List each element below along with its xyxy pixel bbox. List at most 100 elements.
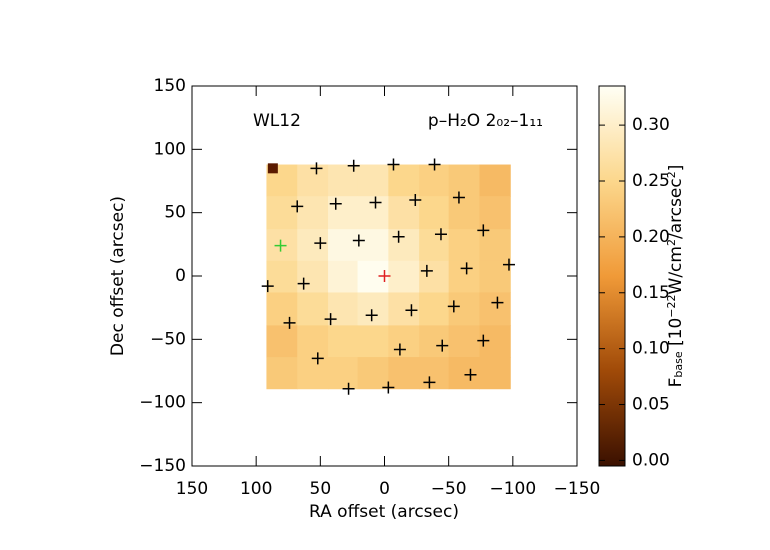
heat-cell <box>479 292 511 326</box>
plus-marker <box>310 162 323 175</box>
colorbar <box>598 85 626 467</box>
plus-marker <box>274 239 287 252</box>
heat-cell <box>479 164 511 197</box>
heat-cell <box>357 325 389 358</box>
colorbar-label: Fbase [10−22W/cm2/arcsec2] <box>665 165 686 388</box>
heat-cell <box>357 260 389 293</box>
heat-cell <box>328 229 359 262</box>
plus-marker <box>352 234 365 247</box>
colorbar-label-part: base <box>672 351 685 377</box>
heat-cell <box>266 325 298 358</box>
plus-marker <box>477 334 490 347</box>
heat-cell <box>479 196 511 230</box>
heat-cell <box>328 357 359 390</box>
colorbar-label-part: 2 <box>665 171 678 178</box>
colorbar-tick-label: 0.15 <box>632 283 670 303</box>
plus-marker <box>393 343 406 356</box>
heat-cell <box>419 292 450 326</box>
y-tick-label: 100 <box>154 139 186 159</box>
colorbar-label-part: 2 <box>665 239 678 246</box>
plus-marker <box>369 196 382 209</box>
plus-marker <box>378 270 391 282</box>
plus-marker <box>420 264 433 277</box>
heat-cell <box>357 357 389 390</box>
x-tick-label: −150 <box>554 479 601 499</box>
y-tick-label: 150 <box>154 76 186 96</box>
plus-marker <box>261 280 274 293</box>
heat-cell <box>328 260 359 293</box>
heat-cell <box>388 229 420 262</box>
square-marker <box>267 163 278 174</box>
heat-cell <box>479 229 511 262</box>
heat-cell <box>328 292 359 326</box>
colorbar-label-part: /arcsec <box>666 178 686 239</box>
chart-title: WL12 <box>253 111 301 131</box>
plus-marker <box>428 158 441 171</box>
heat-cell <box>479 357 511 390</box>
heat-cell <box>419 260 450 293</box>
plus-marker <box>491 296 504 309</box>
heat-cell <box>448 325 480 358</box>
colorbar-label-part: ] <box>666 165 686 172</box>
plus-marker <box>314 237 327 250</box>
heat-cell <box>419 357 450 390</box>
plus-marker <box>382 381 395 394</box>
y-axis-label: Dec offset (arcsec) <box>108 196 128 356</box>
heat-cell <box>388 325 420 358</box>
x-tick-label: 0 <box>379 479 390 499</box>
plus-marker <box>409 194 422 206</box>
heat-cell <box>448 229 480 262</box>
heat-cell <box>357 196 389 230</box>
plus-marker <box>283 316 296 329</box>
heat-cell <box>448 196 480 230</box>
y-tick-label: 0 <box>175 266 186 286</box>
heat-cell <box>266 260 298 293</box>
x-tick-label: −100 <box>489 479 536 499</box>
heat-cell <box>328 196 359 230</box>
colorbar-label-part: W/cm <box>666 246 686 294</box>
plus-marker <box>392 230 405 243</box>
plus-marker <box>297 277 310 290</box>
x-axis-label: RA offset (arcsec) <box>309 502 459 522</box>
plus-marker <box>347 159 360 172</box>
plus-marker <box>405 304 418 317</box>
heat-cell <box>297 260 329 293</box>
plus-marker <box>387 158 400 171</box>
plus-marker <box>477 224 490 237</box>
heat-cell <box>297 229 329 262</box>
colorbar-tick-label: 0.05 <box>632 395 670 415</box>
plus-marker <box>502 258 515 271</box>
heatmap <box>266 164 511 390</box>
x-tick-label: 150 <box>176 479 208 499</box>
heat-cell <box>357 292 389 326</box>
y-tick-label: −100 <box>139 393 186 413</box>
heat-cell <box>297 196 329 230</box>
heat-cell <box>266 357 298 390</box>
heat-cell <box>266 196 298 230</box>
heat-cell <box>328 325 359 358</box>
plus-marker <box>311 352 324 365</box>
plus-marker <box>460 262 473 275</box>
heat-cell <box>297 325 329 358</box>
heat-cell <box>388 357 420 390</box>
x-tick-label: 50 <box>310 479 332 499</box>
plus-marker <box>423 376 436 389</box>
plus-marker <box>436 339 449 352</box>
colorbar-tick-label: 0.30 <box>632 115 670 135</box>
colorbar-label-part: [10 <box>666 318 686 352</box>
heat-cell <box>357 164 389 197</box>
colorbar-label-part: F <box>666 378 686 388</box>
x-tick-label: 100 <box>240 479 272 499</box>
colorbar-tick-label: 0.00 <box>632 450 670 470</box>
x-tick-label: −50 <box>431 479 467 499</box>
heat-cell <box>479 325 511 358</box>
plus-marker <box>291 200 304 213</box>
heat-cell <box>357 229 389 262</box>
heat-cell <box>297 164 329 197</box>
y-tick-label: 50 <box>164 203 186 223</box>
annotation: p–H₂O 2₀₂–1₁₁ <box>428 111 543 131</box>
heat-cell <box>419 196 450 230</box>
heat-cell <box>266 292 298 326</box>
